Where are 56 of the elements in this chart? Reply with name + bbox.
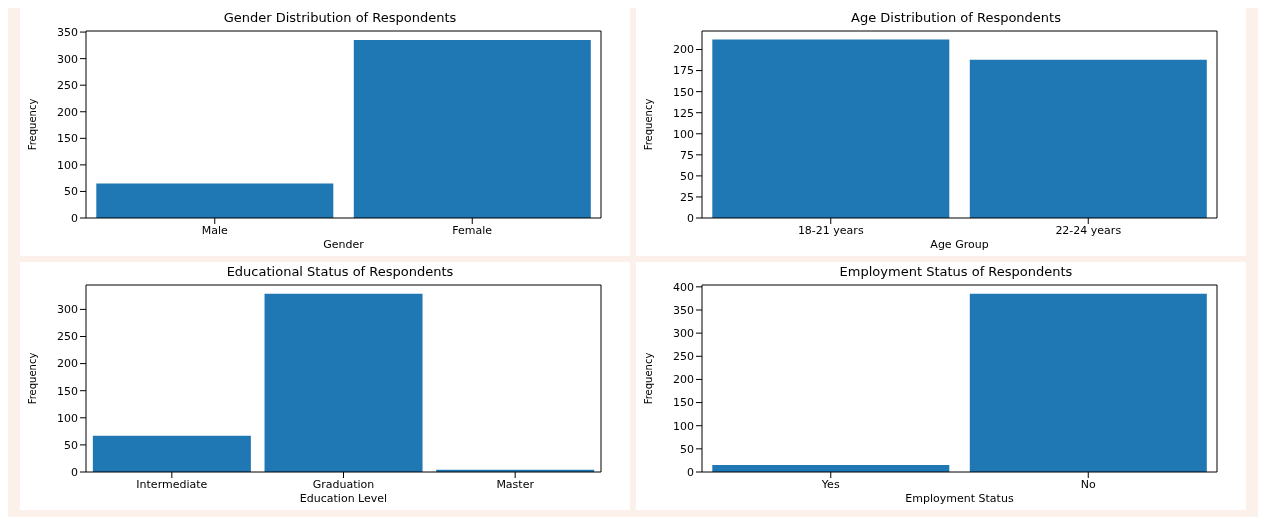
chart-title: Educational Status of Respondents	[225, 264, 455, 281]
x-axis-title: Gender	[323, 238, 365, 251]
y-tick-label: 250	[57, 79, 78, 93]
y-tick-label: 200	[57, 105, 78, 119]
y-tick-label: 200	[57, 357, 78, 371]
x-tick-label: No	[1080, 477, 1096, 491]
x-tick-label: 22-24 years	[1055, 223, 1122, 237]
x-tick-label: Female	[452, 223, 493, 237]
y-tick-label: 0	[687, 465, 694, 479]
y-tick-label: 50	[680, 169, 694, 183]
y-tick-label: 150	[673, 85, 694, 99]
y-tick-label: 75	[680, 148, 694, 162]
y-tick-label: 100	[57, 411, 78, 425]
x-tick-label: Graduation	[312, 477, 375, 491]
x-tick-label: Intermediate	[136, 477, 208, 491]
y-tick-label: 25	[680, 190, 694, 204]
y-tick-label: 0	[71, 465, 78, 479]
x-tick-label: Yes	[820, 477, 840, 491]
x-axis-title: Employment Status	[905, 492, 1014, 505]
x-tick-label: 18-21 years	[797, 223, 864, 237]
x-axis-title: Education Level	[299, 492, 388, 505]
y-tick-label: 150	[57, 384, 78, 398]
y-tick-label: 50	[680, 442, 694, 456]
y-tick-label: 350	[673, 303, 694, 317]
y-tick-label: 150	[673, 396, 694, 410]
y-tick-label: 50	[64, 185, 78, 199]
x-axis-title: Age Group	[930, 238, 989, 251]
y-tick-label: 0	[71, 211, 78, 225]
y-axis-title: Frequency	[642, 352, 654, 405]
bar	[92, 435, 251, 472]
y-tick-label: 350	[57, 25, 78, 39]
y-tick-label: 200	[673, 43, 694, 57]
y-tick-label: 250	[57, 330, 78, 344]
y-tick-label: 400	[673, 280, 694, 294]
y-tick-label: 125	[673, 106, 694, 120]
chart-title: Gender Distribution of Respondents	[223, 10, 457, 25]
y-tick-label: 100	[673, 419, 694, 433]
y-axis-title: Frequency	[26, 352, 38, 405]
y-tick-label: 250	[673, 350, 694, 364]
y-axis-title: Frequency	[26, 98, 38, 151]
y-tick-label: 300	[57, 52, 78, 66]
y-tick-label: 100	[673, 127, 694, 141]
x-tick-label: Male	[201, 223, 229, 237]
y-tick-label: 300	[673, 327, 694, 341]
x-tick-label: Master	[496, 477, 535, 491]
y-axis-title: Frequency	[642, 98, 654, 151]
y-tick-label: 200	[673, 373, 694, 387]
chart-title: Age Distribution of Respondents	[850, 10, 1062, 27]
y-tick-label: 0	[687, 211, 694, 225]
y-tick-label: 175	[673, 64, 694, 78]
y-tick-label: 50	[64, 438, 78, 452]
bar	[264, 293, 423, 472]
chart-title: Employment Status of Respondents	[838, 264, 1074, 281]
y-tick-label: 300	[57, 303, 78, 317]
y-tick-label: 150	[57, 132, 78, 146]
y-tick-label: 100	[57, 158, 78, 172]
